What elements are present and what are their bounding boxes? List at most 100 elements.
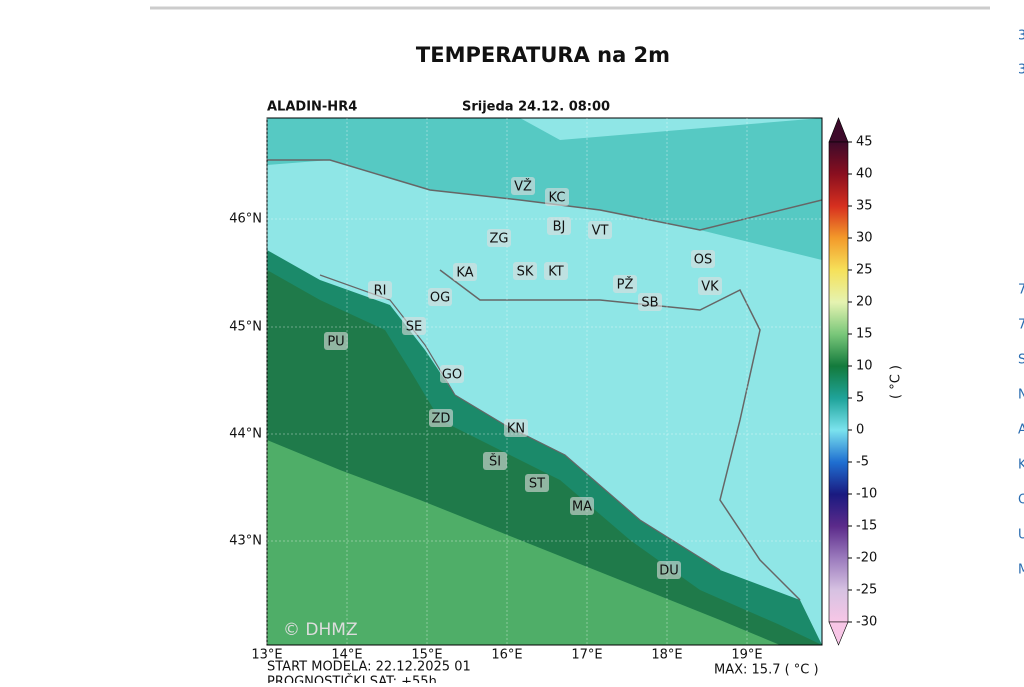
city-box	[428, 288, 452, 306]
colorbar-tick-label: -30	[856, 615, 877, 630]
colorbar-tick-label: 25	[856, 263, 873, 278]
city-label: KC	[549, 191, 566, 206]
sidebar-link[interactable]: 3	[1018, 29, 1024, 44]
city-box	[453, 263, 477, 281]
city-label: ZD	[432, 412, 451, 427]
city-label: OS	[694, 253, 712, 268]
forecast-hour: PROGNOSTIČKI SAT: +55h	[267, 674, 437, 684]
city-box	[657, 561, 681, 579]
colorbar-tick-label: 20	[856, 295, 873, 310]
colorbar-tick-label: 15	[856, 327, 873, 342]
city-box	[324, 332, 348, 350]
lon-label: 16°E	[491, 648, 522, 663]
city-label: ST	[529, 477, 545, 492]
colorbar-tick-label: 40	[856, 167, 873, 182]
city-label: KT	[548, 265, 564, 280]
city-label: KA	[456, 266, 473, 281]
city-box	[570, 497, 594, 515]
lon-label: 14°E	[331, 648, 362, 663]
city-label: PŽ	[617, 277, 634, 293]
border	[439, 269, 801, 601]
city-box	[368, 281, 392, 299]
city-box	[544, 262, 568, 280]
sidebar-link[interactable]: 7	[1018, 283, 1024, 298]
sidebar-link[interactable]: K	[1018, 458, 1024, 473]
city-label: GO	[442, 368, 462, 383]
sidebar-link[interactable]: N	[1018, 388, 1024, 403]
city-label: RI	[374, 284, 387, 299]
lon-label: 15°E	[411, 648, 442, 663]
colorbar-top	[828, 117, 849, 143]
border	[267, 159, 822, 231]
city-label: SK	[517, 265, 534, 280]
colorbar-tick-label: -25	[856, 583, 877, 598]
sidebar-link[interactable]: M	[1018, 563, 1024, 578]
city-label: VK	[701, 280, 719, 295]
city-box	[483, 452, 507, 470]
colorbar-tick-label: 35	[856, 199, 873, 214]
north-area	[267, 118, 822, 260]
sidebar-link[interactable]: O	[1018, 493, 1024, 508]
city-box	[545, 188, 569, 206]
model: ALADIN-HR4	[267, 100, 357, 115]
sidebar-link[interactable]: A	[1018, 423, 1024, 438]
lat-label: 45°N	[229, 320, 262, 335]
lat-label: 46°N	[229, 212, 262, 227]
watermark: © DHMZ	[283, 620, 358, 640]
lon-label: 17°E	[571, 648, 602, 663]
colorbar-tick-label: -5	[856, 455, 869, 470]
lat-label: 43°N	[229, 534, 262, 549]
city-box	[638, 293, 662, 311]
sidebar-link[interactable]: 7	[1018, 318, 1024, 333]
title: TEMPERATURA na 2m	[416, 43, 670, 67]
map-frame	[266, 117, 823, 646]
colorbar-tick-label: -20	[856, 551, 877, 566]
city-label: PU	[327, 335, 344, 350]
city-box	[487, 229, 511, 247]
city-label: KN	[507, 422, 525, 437]
city-box	[511, 177, 535, 195]
city-box	[525, 474, 549, 492]
city-label: ZG	[490, 232, 509, 247]
city-box	[588, 221, 612, 239]
city-box	[547, 217, 571, 235]
sea-light	[267, 440, 780, 645]
sidebar-link[interactable]: S	[1018, 353, 1024, 368]
city-box	[691, 250, 715, 268]
city-box	[429, 409, 453, 427]
city-box	[698, 277, 722, 295]
city-label: OG	[430, 291, 450, 306]
colorbar-label: ( °C )	[889, 365, 904, 399]
lat-label: 44°N	[229, 427, 262, 442]
sidebar-link[interactable]: 3	[1018, 63, 1024, 78]
city-label: SE	[406, 320, 422, 335]
city-box	[613, 275, 637, 293]
city-label: BJ	[553, 220, 566, 235]
sidebar-link[interactable]: U	[1018, 528, 1024, 543]
start-time: START MODELA: 22.12.2025 01	[267, 660, 471, 675]
colorbar-tick-label: 0	[856, 423, 864, 438]
city-label: VT	[592, 224, 609, 239]
colorbar-tick-label: 5	[856, 391, 864, 406]
city-label: VŽ	[514, 179, 532, 195]
lon-label: 13°E	[251, 648, 282, 663]
colorbar-tick-label: 10	[856, 359, 873, 374]
city-box	[504, 419, 528, 437]
lon-label: 19°E	[731, 648, 762, 663]
colorbar-tick-label: -10	[856, 487, 877, 502]
city-box	[440, 365, 464, 383]
date: Srijeda 24.12. 08:00	[462, 100, 610, 115]
city-label: MA	[572, 500, 592, 515]
colorbar-bottom	[828, 621, 849, 646]
city-label: ŠI	[489, 454, 501, 470]
colorbar-tick-label: 45	[856, 135, 873, 150]
city-box	[513, 262, 537, 280]
colorbar-tick-label: 30	[856, 231, 873, 246]
max-temp: MAX: 15.7 ( °C )	[714, 663, 819, 678]
lon-label: 18°E	[651, 648, 682, 663]
coastline	[319, 274, 721, 571]
city-box	[402, 317, 426, 335]
colorbar-tick-label: -15	[856, 519, 877, 534]
colorbar	[828, 141, 849, 623]
